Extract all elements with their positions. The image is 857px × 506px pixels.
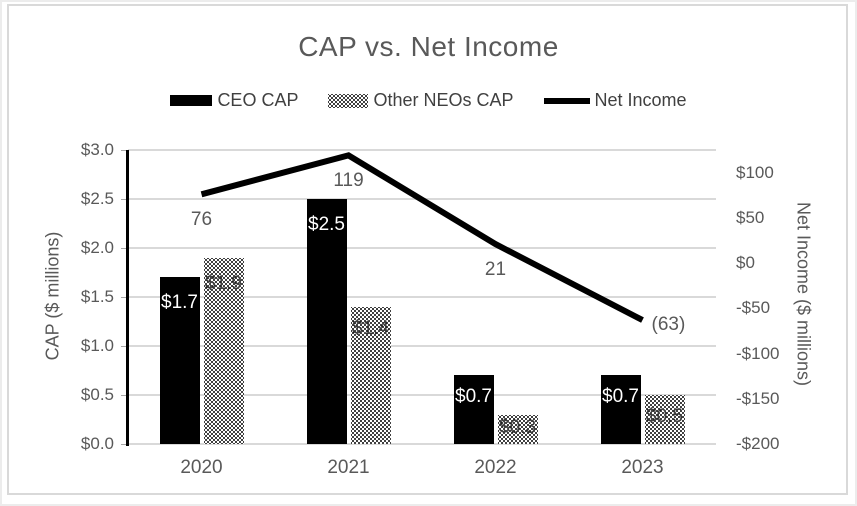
legend: CEO CAP Other NEOs CAP Net Income bbox=[0, 90, 857, 111]
gridline bbox=[128, 394, 716, 396]
right-axis-tick-label: $50 bbox=[736, 207, 765, 227]
right-axis-tick-label: -$50 bbox=[736, 298, 771, 318]
bar-ceo-cap-2021 bbox=[306, 199, 347, 444]
left-axis-tick-label: $2.5 bbox=[80, 189, 114, 208]
right-axis-tick-label: $0 bbox=[736, 253, 755, 273]
gridline bbox=[128, 149, 716, 151]
bar-label-ceo-cap-2023: $0.7 bbox=[602, 386, 639, 408]
x-axis-category-label: 2022 bbox=[474, 457, 517, 478]
bar-label-ceo-cap-2021: $2.5 bbox=[308, 214, 345, 235]
left-axis-tick-mark bbox=[121, 395, 126, 396]
bar-other-neos-cap-2023 bbox=[644, 395, 685, 444]
legend-item-net-income: Net Income bbox=[543, 90, 687, 111]
chart-title: CAP vs. Net Income bbox=[298, 31, 559, 62]
gridline bbox=[128, 345, 716, 347]
other-neos-cap-swatch-icon bbox=[328, 93, 369, 108]
legend-label: Other NEOs CAP bbox=[373, 90, 514, 110]
left-axis-line bbox=[126, 150, 129, 446]
legend-item-other-neos-cap: Other NEOs CAP bbox=[328, 90, 514, 111]
bar-label-other-neos-cap-2020: $1.9 bbox=[205, 272, 242, 294]
left-axis-tick-mark bbox=[121, 199, 126, 200]
left-axis-tick-label: $1.5 bbox=[80, 287, 114, 306]
left-axis-tick-mark bbox=[121, 248, 126, 249]
legend-label: CEO CAP bbox=[217, 90, 299, 110]
bar-other-neos-cap-2020 bbox=[203, 257, 244, 444]
right-axis-tick-label: -$100 bbox=[736, 343, 780, 363]
bar-label-other-neos-cap-2022: $0.3 bbox=[499, 416, 536, 438]
right-axis-tick-label: -$200 bbox=[736, 434, 780, 453]
bar-ceo-cap-2022 bbox=[453, 375, 494, 444]
gridline bbox=[128, 247, 716, 249]
net-income-line bbox=[200, 152, 644, 323]
bar-ceo-cap-2023 bbox=[600, 375, 641, 444]
left-axis-tick-label: $0.0 bbox=[80, 434, 114, 453]
bar-label-ceo-cap-2020: $1.7 bbox=[161, 292, 198, 314]
left-axis-tick-mark bbox=[121, 346, 126, 347]
gridline bbox=[128, 296, 716, 298]
x-axis-category-label: 2023 bbox=[621, 457, 664, 478]
chart-frame bbox=[7, 4, 848, 495]
right-axis-tick-label: $100 bbox=[736, 162, 774, 182]
line-label-2023: (63) bbox=[651, 314, 686, 336]
left-axis-tick-mark bbox=[121, 297, 126, 298]
left-axis-tick-label: $1.0 bbox=[80, 336, 114, 355]
line-label-2022: 21 bbox=[484, 259, 507, 281]
x-axis-category-label: 2020 bbox=[180, 457, 223, 478]
bar-ceo-cap-2020 bbox=[159, 277, 200, 444]
left-axis-tick-mark bbox=[121, 150, 126, 151]
legend-label: Net Income bbox=[594, 90, 687, 110]
bar-other-neos-cap-2022 bbox=[497, 414, 538, 444]
bar-other-neos-cap-2021 bbox=[350, 306, 391, 444]
legend-item-ceo-cap: CEO CAP bbox=[170, 90, 298, 111]
x-axis-category-label: 2021 bbox=[327, 457, 370, 478]
net-income-swatch-icon bbox=[543, 97, 590, 104]
bar-label-ceo-cap-2022: $0.7 bbox=[455, 386, 492, 408]
bar-label-other-neos-cap-2021: $1.4 bbox=[352, 317, 389, 339]
line-label-2020: 76 bbox=[190, 209, 213, 231]
gridline bbox=[128, 443, 716, 445]
left-axis-tick-mark bbox=[121, 444, 126, 445]
bar-label-other-neos-cap-2023: $0.5 bbox=[646, 406, 683, 427]
left-axis-tick-label: $2.0 bbox=[80, 238, 114, 257]
right-axis-tick-label: -$150 bbox=[736, 388, 780, 408]
line-label-2021: 119 bbox=[333, 170, 364, 192]
ceo-cap-swatch-icon bbox=[170, 95, 213, 106]
left-axis-tick-label: $3.0 bbox=[80, 140, 114, 159]
left-axis-tick-label: $0.5 bbox=[80, 385, 114, 404]
